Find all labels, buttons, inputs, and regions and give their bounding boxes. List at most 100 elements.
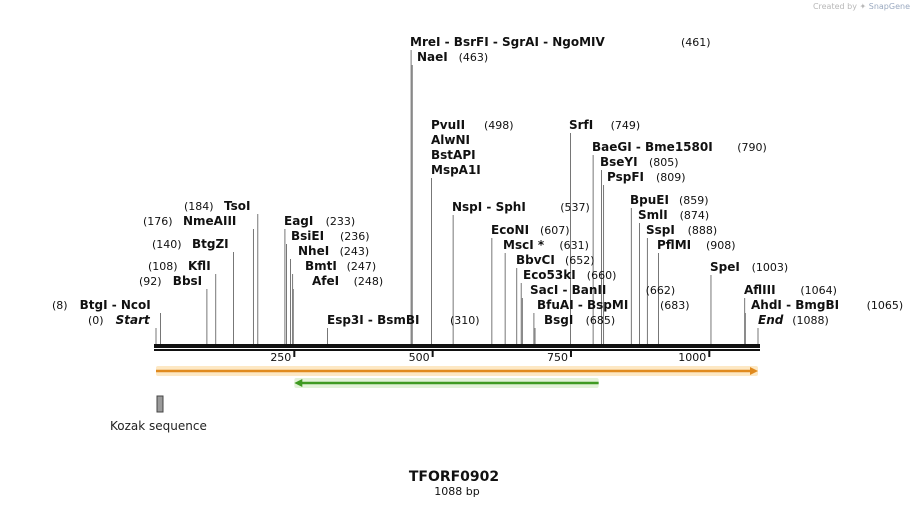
site-pos: (233) [326, 215, 356, 228]
enzyme-name: NaeI [417, 50, 448, 64]
enzyme-name: BtgZI [192, 237, 229, 251]
site-pos: (790) [737, 141, 767, 154]
enzyme-name: BsiEI [291, 229, 324, 243]
site-pos: (685) [586, 314, 616, 327]
site-label-13: MreI - BsrFI - SgrAI - NgoMIV (461) [410, 35, 711, 49]
site-label-11: AfeI (248) [312, 274, 383, 288]
enzyme-name: BaeGI - Bme1580I [592, 140, 713, 154]
credit-brand: SnapGene [868, 2, 910, 11]
site-pos: (248) [354, 275, 384, 288]
site-label-0: (8) BtgI - NcoI [52, 298, 151, 312]
enzyme-name: End [758, 313, 784, 327]
site-pos: (0) [88, 314, 104, 327]
enzyme-name: MreI - BsrFI - SgrAI - NgoMIV [410, 35, 606, 49]
site-pos: (310) [450, 314, 480, 327]
enzyme-name: NspI - SphI [452, 200, 526, 214]
site-pos: (463) [459, 51, 489, 64]
enzyme-name: MspA1I [431, 163, 481, 177]
enzyme-name: Start [116, 313, 151, 327]
site-label-27: PspFI (809) [607, 170, 686, 184]
site-pos: (247) [347, 260, 377, 273]
feature-1-arrowhead [294, 379, 303, 387]
site-label-8: BsiEI (236) [291, 229, 370, 243]
enzyme-name: BbsI [173, 274, 202, 288]
enzyme-name: BpuEI [630, 193, 669, 207]
enzyme-name: SacI - BanII [530, 283, 606, 297]
site-pos: (176) [143, 215, 173, 228]
backbone [154, 344, 760, 351]
site-pos: (537) [560, 201, 590, 214]
site-label-28: BpuEI (859) [630, 193, 709, 207]
enzyme-name: BfuAI - BspMI [537, 298, 628, 312]
site-pos: (662) [646, 284, 676, 297]
site-pos: (184) [184, 200, 214, 213]
map-length: 1088 bp [434, 485, 479, 498]
enzyme-name: SpeI [710, 260, 740, 274]
site-label-9: NheI (243) [298, 244, 369, 258]
site-label-34: AhdI - BmgBI (1065) [751, 298, 903, 312]
enzyme-name: BsgI [544, 313, 573, 327]
site-label-24: SrfI (749) [569, 118, 640, 132]
kozak-feature-label: Kozak sequence [110, 419, 207, 433]
credit-prefix: Created by [812, 2, 857, 11]
site-pos: (498) [484, 119, 514, 132]
site-pos: (888) [688, 224, 718, 237]
site-label-35: End (1088) [758, 313, 829, 327]
enzyme-name: NheI [298, 244, 329, 258]
enzyme-name: Esp3I - BsmBI [327, 313, 419, 327]
site-label-21: SacI - BanII (662) [530, 283, 675, 297]
axis-tick-label-2: 750 [547, 351, 568, 364]
site-label-31: PflMI (908) [657, 238, 736, 252]
map-title: TFORF0902 [409, 469, 499, 485]
enzyme-name: SrfI [569, 118, 593, 132]
enzyme-name: NmeAIII [183, 214, 236, 228]
site-label-29: SmlI (874) [638, 208, 709, 222]
site-pos: (652) [565, 254, 595, 267]
enzyme-name: SmlI [638, 208, 668, 222]
site-pos: (805) [649, 156, 679, 169]
site-pos: (461) [681, 36, 711, 49]
enzyme-name: MscI * [503, 238, 545, 252]
enzyme-name: EcoNI [491, 223, 529, 237]
enzyme-name: TsoI [224, 199, 250, 213]
site-pos: (140) [152, 238, 182, 251]
site-label-26: BseYI (805) [600, 155, 679, 169]
site-pos: (236) [340, 230, 370, 243]
site-label-25: BaeGI - Bme1580I (790) [592, 140, 767, 154]
site-pos: (1064) [800, 284, 837, 297]
site-pos: (631) [559, 239, 589, 252]
site-label-5: (176) NmeAIII [143, 214, 236, 228]
enzyme-name: PspFI [607, 170, 644, 184]
site-labels: (8) BtgI - NcoI (0) Start (92) BbsI(108) KflI (… [52, 35, 903, 327]
site-lines [155, 50, 759, 344]
enzyme-name: EagI [284, 214, 313, 228]
kozak-feature-box[interactable] [156, 395, 164, 413]
axis-tick-label-3: 1000 [678, 351, 706, 364]
enzyme-name: PflMI [657, 238, 691, 252]
dna-backbone-strand [154, 349, 760, 351]
enzyme-name: AlwNI [431, 133, 470, 147]
site-pos: (749) [611, 119, 641, 132]
site-label-3: (108) KflI [148, 259, 211, 273]
enzyme-name: AhdI - BmgBI [751, 298, 839, 312]
site-pos: (908) [706, 239, 736, 252]
enzyme-name: AflIII [744, 283, 776, 297]
site-pos: (92) [139, 275, 162, 288]
enzyme-name: Eco53kI [523, 268, 576, 282]
axis: 250 500 750 1000 [270, 350, 711, 364]
enzyme-name: SspI [646, 223, 675, 237]
site-label-16: NspI - SphI (537) [452, 200, 590, 214]
enzyme-name: BmtI [305, 259, 337, 273]
site-pos: (8) [52, 299, 68, 312]
site-label-14: NaeI (463) [417, 50, 488, 64]
site-label-22: BfuAI - BspMI (683) [537, 298, 690, 312]
enzyme-name: BseYI [600, 155, 638, 169]
site-label-32: SpeI (1003) [710, 260, 788, 274]
site-pos: (683) [660, 299, 690, 312]
site-label-23: BsgI (685) [544, 313, 615, 327]
features: Kozak sequence [110, 366, 758, 433]
site-label-18: MscI * (631) [503, 238, 589, 252]
site-label-12: Esp3I - BsmBI (310) [327, 313, 480, 327]
